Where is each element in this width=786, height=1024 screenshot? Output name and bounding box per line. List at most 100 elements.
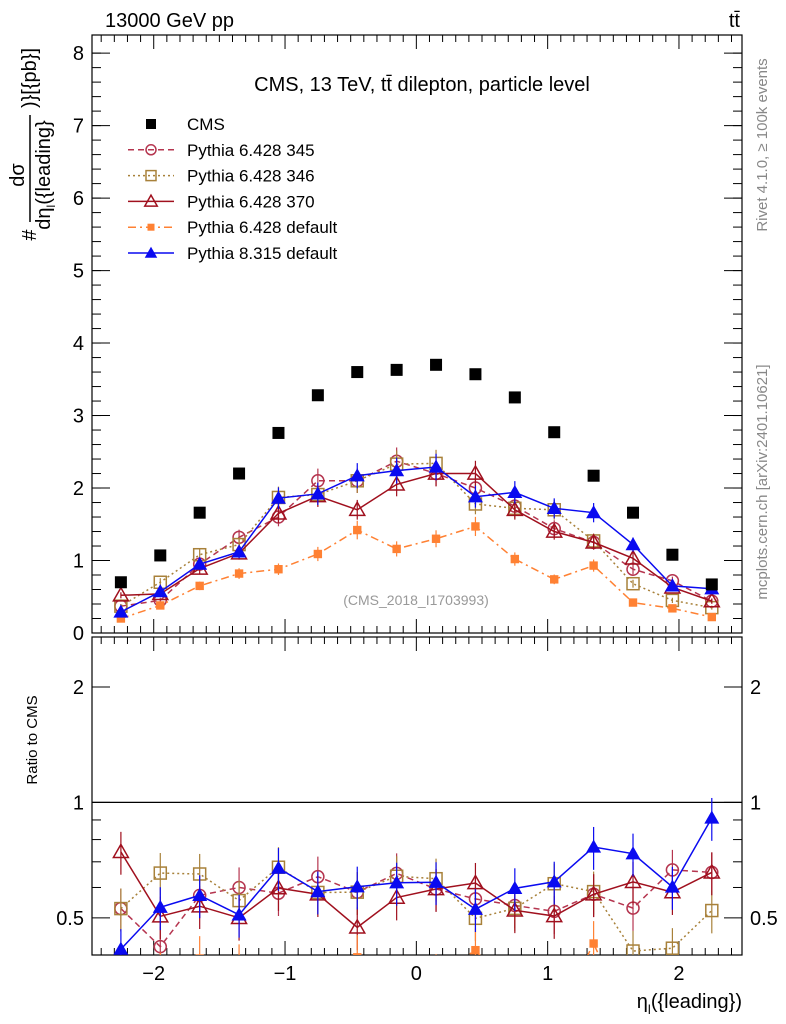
data-point (666, 548, 679, 561)
ratio-point (703, 863, 721, 879)
data-point (668, 604, 677, 613)
ratio-series-line (120, 869, 712, 948)
data-point (351, 366, 364, 379)
series-line (120, 466, 712, 613)
ratio-point (153, 866, 168, 880)
data-point (584, 533, 603, 549)
y-tick-label: 7 (73, 116, 84, 138)
data-point (234, 569, 244, 578)
ratio-panel: 0.5 0.5 1 1 2 2 −2 −1 0 1 2 (56, 636, 778, 1015)
y-tick-label: 4 (73, 333, 84, 355)
data-point (152, 584, 168, 598)
ylabel-suffix: )}[{pb}] (19, 48, 41, 108)
ylabel-prefix: # (19, 229, 41, 241)
data-point (430, 358, 443, 371)
data-point (233, 467, 246, 480)
data-point (114, 576, 127, 589)
data-point (469, 368, 482, 381)
legend-marker (147, 223, 155, 231)
mcplots-label: mcplots.cern.ch [arXiv:2401.10621] (754, 364, 771, 599)
data-point (272, 426, 285, 439)
ratio-point (270, 860, 286, 874)
legend-marker (143, 193, 159, 207)
data-point (628, 598, 638, 607)
data-point (353, 525, 362, 535)
x-tick-label: −1 (274, 963, 297, 985)
legend-label: Pythia 6.428 370 (187, 192, 315, 211)
data-point (389, 463, 405, 477)
data-point (705, 578, 718, 591)
ratio-point (664, 879, 680, 893)
legend-label: CMS (187, 115, 225, 134)
legend-marker (145, 144, 157, 156)
ratio-ylabel: Ratio to CMS (24, 695, 41, 784)
ratio-point (353, 953, 362, 955)
ratio-series-line (120, 817, 713, 950)
ylabel-numerator: dσ (7, 163, 29, 187)
data-point (154, 549, 167, 562)
y-tick-label: 6 (73, 188, 84, 210)
series-pythia-6-428-default (116, 516, 716, 623)
analysis-watermark: (CMS_2018_I1703993) (343, 592, 489, 608)
y-axis-label: # dσ dηl({leading} )}[{pb}] (7, 48, 58, 241)
ratio-point (195, 954, 204, 955)
legend-item: Pythia 6.428 370 (128, 192, 315, 211)
ratio-point (506, 901, 524, 917)
data-point (506, 500, 524, 517)
x-tick-label: 0 (411, 963, 422, 985)
data-point (274, 565, 283, 574)
x-tick-label: −2 (142, 963, 165, 985)
legend-marker (144, 246, 158, 258)
ratio-point (274, 989, 282, 997)
ratio-point (665, 941, 680, 955)
y-tick-label: 5 (73, 261, 84, 283)
ratio-point (625, 846, 641, 860)
x-axis-label: ηl({leading}) (637, 991, 742, 1017)
ratio-series-pythia-6-428-default (117, 921, 600, 1015)
ylabel-denominator: dηl({leading} (33, 120, 58, 230)
y-tick-label: 0.5 (56, 908, 84, 930)
legend-marker (145, 169, 157, 182)
y-tick-label: 0 (73, 623, 84, 645)
legend-item: Pythia 8.315 default (128, 244, 338, 263)
data-point (112, 586, 130, 602)
ratio-series-pythia-8-315-default (113, 797, 720, 955)
data-point (467, 489, 483, 503)
legend-label: Pythia 6.428 345 (187, 141, 315, 160)
y-tick-label: 3 (73, 406, 84, 428)
data-point (192, 556, 208, 570)
plot-frame (91, 636, 743, 956)
ratio-point (704, 810, 720, 824)
ratio-point (626, 944, 640, 955)
rivet-label: Rivet 4.1.0, ≥ 100k events (754, 58, 771, 231)
y-tick-label: 2 (73, 478, 84, 500)
plot-frame (91, 34, 743, 634)
ratio-point (545, 907, 564, 923)
data-point (390, 363, 403, 376)
ratio-point (705, 903, 719, 918)
data-point (269, 504, 288, 520)
data-point (387, 475, 406, 491)
series-line (120, 525, 712, 620)
ratio-point (152, 899, 168, 913)
data-point (627, 506, 640, 519)
data-point (471, 522, 480, 531)
data-point (116, 614, 126, 623)
data-point (348, 500, 367, 517)
ratio-point (117, 1007, 125, 1015)
ratio-series-line (120, 851, 713, 929)
legend-item: Pythia 6.428 345 (128, 141, 315, 160)
x-tick-label: 2 (673, 963, 684, 985)
data-point (546, 500, 562, 514)
data-point (313, 549, 323, 559)
data-point (545, 522, 564, 538)
y-tick-label: 1 (73, 551, 84, 573)
data-point (589, 561, 598, 570)
data-point (550, 575, 559, 584)
data-point (664, 578, 680, 592)
ratio-point (428, 874, 444, 888)
series-pythia-6-428-346 (114, 449, 719, 615)
data-point (431, 534, 441, 543)
ratio-point (310, 884, 326, 898)
